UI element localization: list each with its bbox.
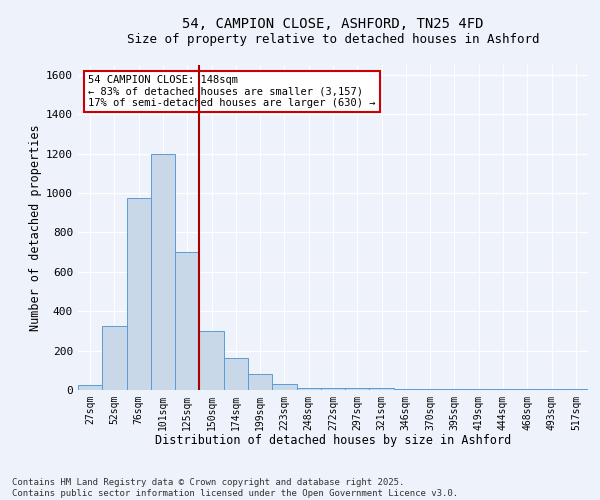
Bar	[491, 389, 515, 390]
Text: 54, CAMPION CLOSE, ASHFORD, TN25 4FD: 54, CAMPION CLOSE, ASHFORD, TN25 4FD	[182, 18, 484, 32]
Bar	[442, 389, 467, 390]
Bar	[515, 389, 539, 390]
Bar	[418, 389, 442, 390]
Bar	[564, 389, 588, 390]
Bar	[102, 326, 127, 390]
Bar	[248, 374, 272, 390]
Bar	[370, 388, 394, 390]
Bar	[224, 358, 248, 390]
Text: Size of property relative to detached houses in Ashford: Size of property relative to detached ho…	[127, 32, 539, 46]
Bar	[539, 389, 564, 390]
Bar	[151, 154, 175, 390]
Bar	[394, 389, 418, 390]
Bar	[272, 384, 296, 390]
Y-axis label: Number of detached properties: Number of detached properties	[29, 124, 42, 331]
Text: Contains HM Land Registry data © Crown copyright and database right 2025.
Contai: Contains HM Land Registry data © Crown c…	[12, 478, 458, 498]
Bar	[467, 389, 491, 390]
X-axis label: Distribution of detached houses by size in Ashford: Distribution of detached houses by size …	[155, 434, 511, 448]
Bar	[127, 198, 151, 390]
Text: 54 CAMPION CLOSE: 148sqm
← 83% of detached houses are smaller (3,157)
17% of sem: 54 CAMPION CLOSE: 148sqm ← 83% of detach…	[88, 74, 376, 108]
Bar	[321, 388, 345, 390]
Bar	[345, 388, 370, 390]
Bar	[199, 331, 224, 390]
Bar	[296, 388, 321, 390]
Bar	[175, 252, 199, 390]
Bar	[78, 385, 102, 390]
